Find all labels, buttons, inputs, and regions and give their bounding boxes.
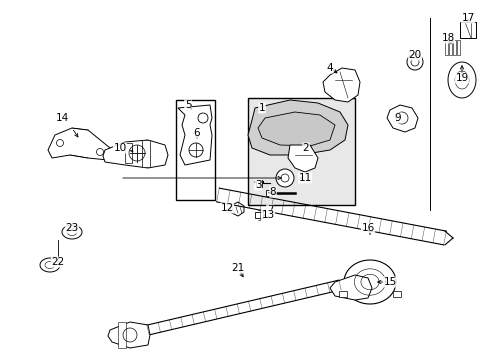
Polygon shape [323, 68, 359, 102]
Polygon shape [452, 40, 455, 55]
Text: 20: 20 [407, 50, 421, 60]
Text: 7: 7 [266, 205, 273, 215]
Text: 12: 12 [220, 203, 233, 213]
Polygon shape [142, 140, 150, 167]
Polygon shape [108, 322, 150, 348]
Polygon shape [454, 71, 468, 89]
Text: 6: 6 [193, 128, 200, 138]
Polygon shape [287, 145, 317, 172]
Polygon shape [125, 143, 132, 163]
Polygon shape [254, 212, 263, 218]
Circle shape [406, 54, 422, 70]
Polygon shape [48, 128, 110, 160]
Polygon shape [339, 291, 346, 297]
Circle shape [275, 169, 293, 187]
Text: 16: 16 [361, 223, 374, 233]
Polygon shape [40, 258, 60, 272]
Text: 17: 17 [461, 13, 474, 23]
Text: 4: 4 [326, 63, 333, 73]
Polygon shape [256, 180, 262, 187]
Text: 15: 15 [383, 277, 396, 287]
Polygon shape [386, 105, 417, 132]
Bar [247, 98, 354, 205]
Text: 23: 23 [65, 223, 79, 233]
Polygon shape [329, 275, 371, 300]
Polygon shape [258, 112, 334, 146]
Text: 10: 10 [113, 143, 126, 153]
Polygon shape [459, 22, 475, 38]
Polygon shape [344, 260, 395, 304]
Text: 11: 11 [298, 173, 311, 183]
Text: 3: 3 [254, 180, 261, 190]
Text: 1: 1 [258, 103, 265, 113]
Polygon shape [178, 105, 212, 165]
Polygon shape [229, 202, 244, 216]
Text: 9: 9 [394, 113, 401, 123]
Text: 8: 8 [269, 187, 276, 197]
Polygon shape [444, 40, 447, 55]
Polygon shape [265, 190, 271, 196]
Text: 22: 22 [51, 257, 64, 267]
Polygon shape [247, 100, 347, 155]
Polygon shape [392, 291, 400, 297]
Text: 19: 19 [454, 73, 468, 83]
Polygon shape [118, 322, 126, 348]
Polygon shape [447, 62, 475, 98]
Polygon shape [448, 40, 451, 55]
Text: 13: 13 [261, 210, 274, 220]
Polygon shape [67, 229, 77, 235]
Bar [176, 100, 215, 200]
Polygon shape [62, 225, 82, 239]
Text: 18: 18 [441, 33, 454, 43]
Polygon shape [103, 140, 168, 168]
Polygon shape [456, 40, 459, 55]
Text: 21: 21 [231, 263, 244, 273]
Text: 5: 5 [184, 100, 191, 110]
Text: 2: 2 [302, 143, 309, 153]
Text: 14: 14 [55, 113, 68, 123]
Polygon shape [45, 261, 55, 269]
